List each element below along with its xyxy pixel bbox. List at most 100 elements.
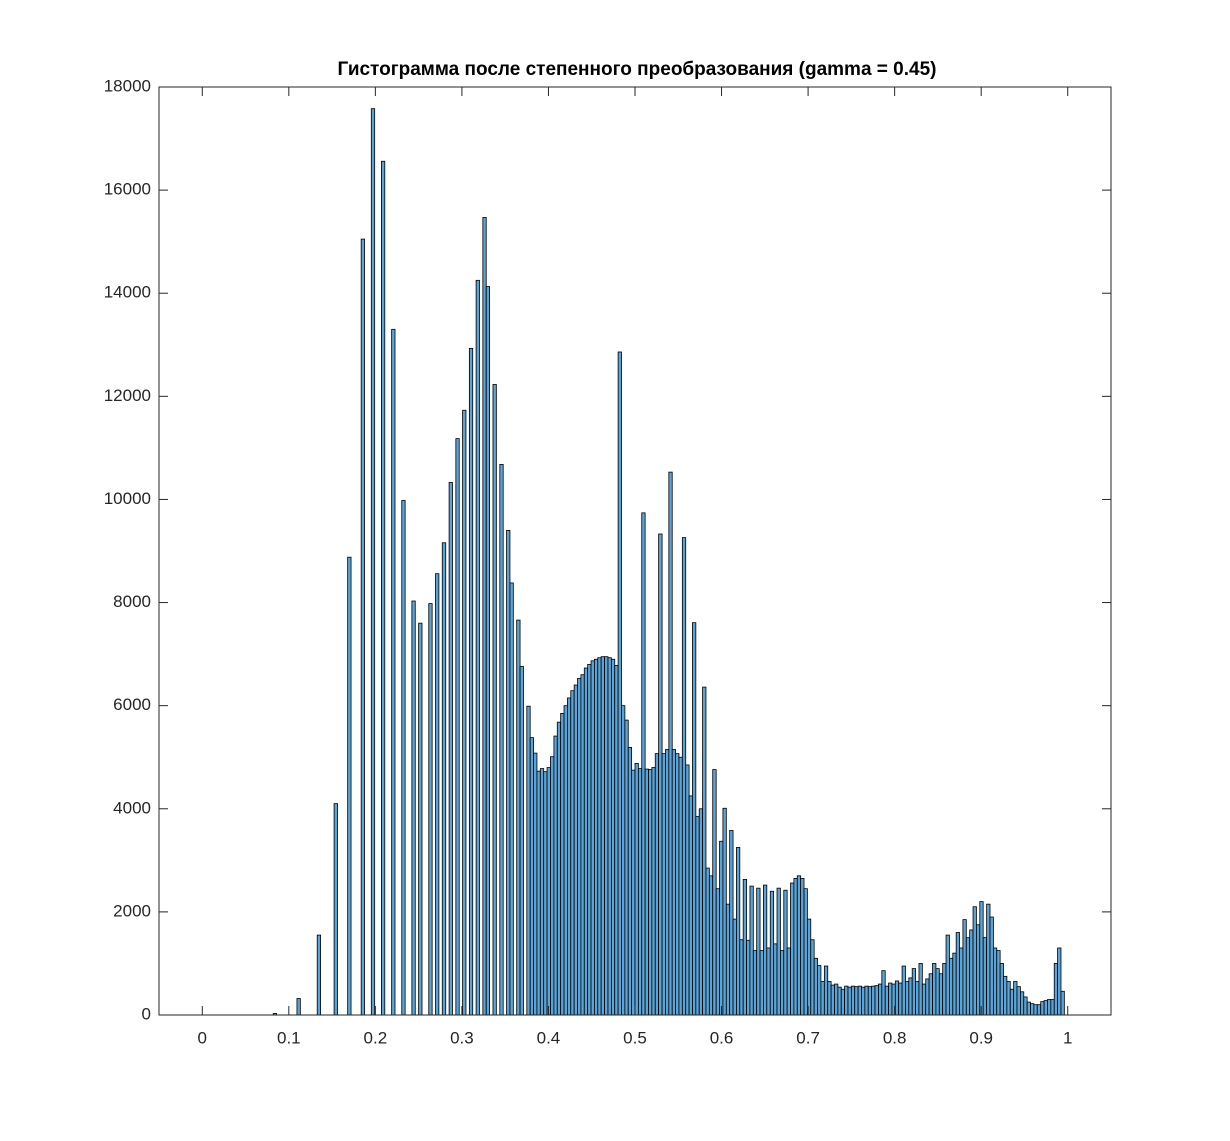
bar: [644, 768, 649, 1016]
bar: [681, 537, 687, 1016]
bar: [898, 982, 903, 1016]
bar: [1026, 1001, 1031, 1016]
bar: [702, 686, 707, 1016]
bar: [827, 981, 832, 1016]
y-tick-label: 8000: [113, 592, 151, 611]
bar: [844, 985, 849, 1016]
bar: [519, 666, 524, 1016]
bar: [651, 767, 656, 1016]
x-tick-label: 0.5: [623, 1028, 647, 1047]
bar: [695, 816, 700, 1016]
bar: [360, 238, 365, 1016]
y-tick-label: 14000: [104, 283, 151, 302]
bar: [739, 939, 744, 1016]
bar: [1043, 1000, 1048, 1016]
x-tick-label: 0: [198, 1028, 207, 1047]
bar: [448, 482, 453, 1016]
bar: [722, 807, 727, 1016]
bar: [1033, 1004, 1038, 1016]
x-tick-label: 0.1: [277, 1028, 301, 1047]
bar: [850, 985, 856, 1016]
bar: [729, 830, 734, 1016]
bar: [637, 768, 643, 1016]
y-tick-label: 2000: [113, 901, 151, 920]
bar: [888, 982, 893, 1016]
bar: [925, 978, 930, 1016]
bar: [316, 934, 321, 1016]
bar: [894, 980, 900, 1016]
bar: [736, 847, 741, 1016]
bar: [597, 657, 602, 1016]
bar: [965, 937, 971, 1016]
x-tick-label: 0.8: [883, 1028, 907, 1047]
x-tick-label: 1: [1063, 1028, 1072, 1047]
bar: [570, 690, 575, 1016]
bar: [708, 875, 714, 1016]
bar: [509, 582, 514, 1016]
bar: [648, 769, 653, 1016]
bar: [820, 981, 825, 1016]
y-tick-label: 4000: [113, 798, 151, 817]
x-tick-label: 0.2: [364, 1028, 388, 1047]
bar: [996, 950, 1001, 1016]
bar: [678, 756, 683, 1016]
bar: [1003, 975, 1008, 1016]
bar: [759, 950, 764, 1016]
bar: [905, 981, 910, 1016]
bar: [675, 753, 680, 1016]
bar: [617, 351, 622, 1016]
bar: [840, 988, 846, 1016]
y-tick-label: 18000: [104, 76, 151, 95]
bar: [763, 884, 768, 1016]
bar: [411, 600, 416, 1016]
bar: [692, 622, 697, 1016]
y-tick-label: 0: [142, 1004, 151, 1023]
bar: [918, 963, 923, 1016]
bar: [773, 943, 778, 1016]
bar: [837, 986, 842, 1016]
bar: [485, 286, 491, 1016]
bar: [793, 877, 798, 1016]
bar: [671, 749, 676, 1016]
bar: [752, 950, 758, 1016]
x-tick-label: 0.3: [450, 1028, 474, 1047]
bar: [962, 919, 967, 1016]
bar: [492, 384, 497, 1016]
bar: [668, 471, 673, 1016]
bar: [783, 889, 788, 1016]
bar: [391, 328, 396, 1016]
bar: [516, 619, 521, 1016]
bar: [631, 769, 636, 1016]
bar: [928, 973, 933, 1016]
bar: [347, 556, 352, 1016]
bar: [712, 769, 717, 1016]
bar: [756, 887, 761, 1016]
bar: [604, 656, 609, 1016]
bar: [908, 977, 913, 1016]
bar: [854, 986, 859, 1016]
bar: [766, 947, 771, 1016]
bar: [979, 901, 984, 1016]
bar: [749, 885, 754, 1016]
bar: [786, 947, 791, 1016]
bar: [952, 952, 957, 1016]
bar: [806, 918, 812, 1016]
bar: [634, 763, 639, 1016]
bar: [796, 875, 802, 1016]
y-tick-label: 16000: [104, 180, 151, 199]
bar: [982, 937, 988, 1016]
bar: [999, 963, 1004, 1016]
bar: [1019, 991, 1025, 1016]
bar: [955, 932, 960, 1016]
bar: [1013, 981, 1018, 1016]
bar: [1016, 986, 1021, 1016]
bar: [499, 463, 504, 1016]
bar: [600, 656, 605, 1016]
bar: [725, 903, 731, 1016]
bar: [779, 950, 785, 1016]
bar: [587, 664, 592, 1016]
bar: [986, 903, 991, 1016]
bar: [661, 753, 666, 1016]
bar: [732, 918, 737, 1016]
